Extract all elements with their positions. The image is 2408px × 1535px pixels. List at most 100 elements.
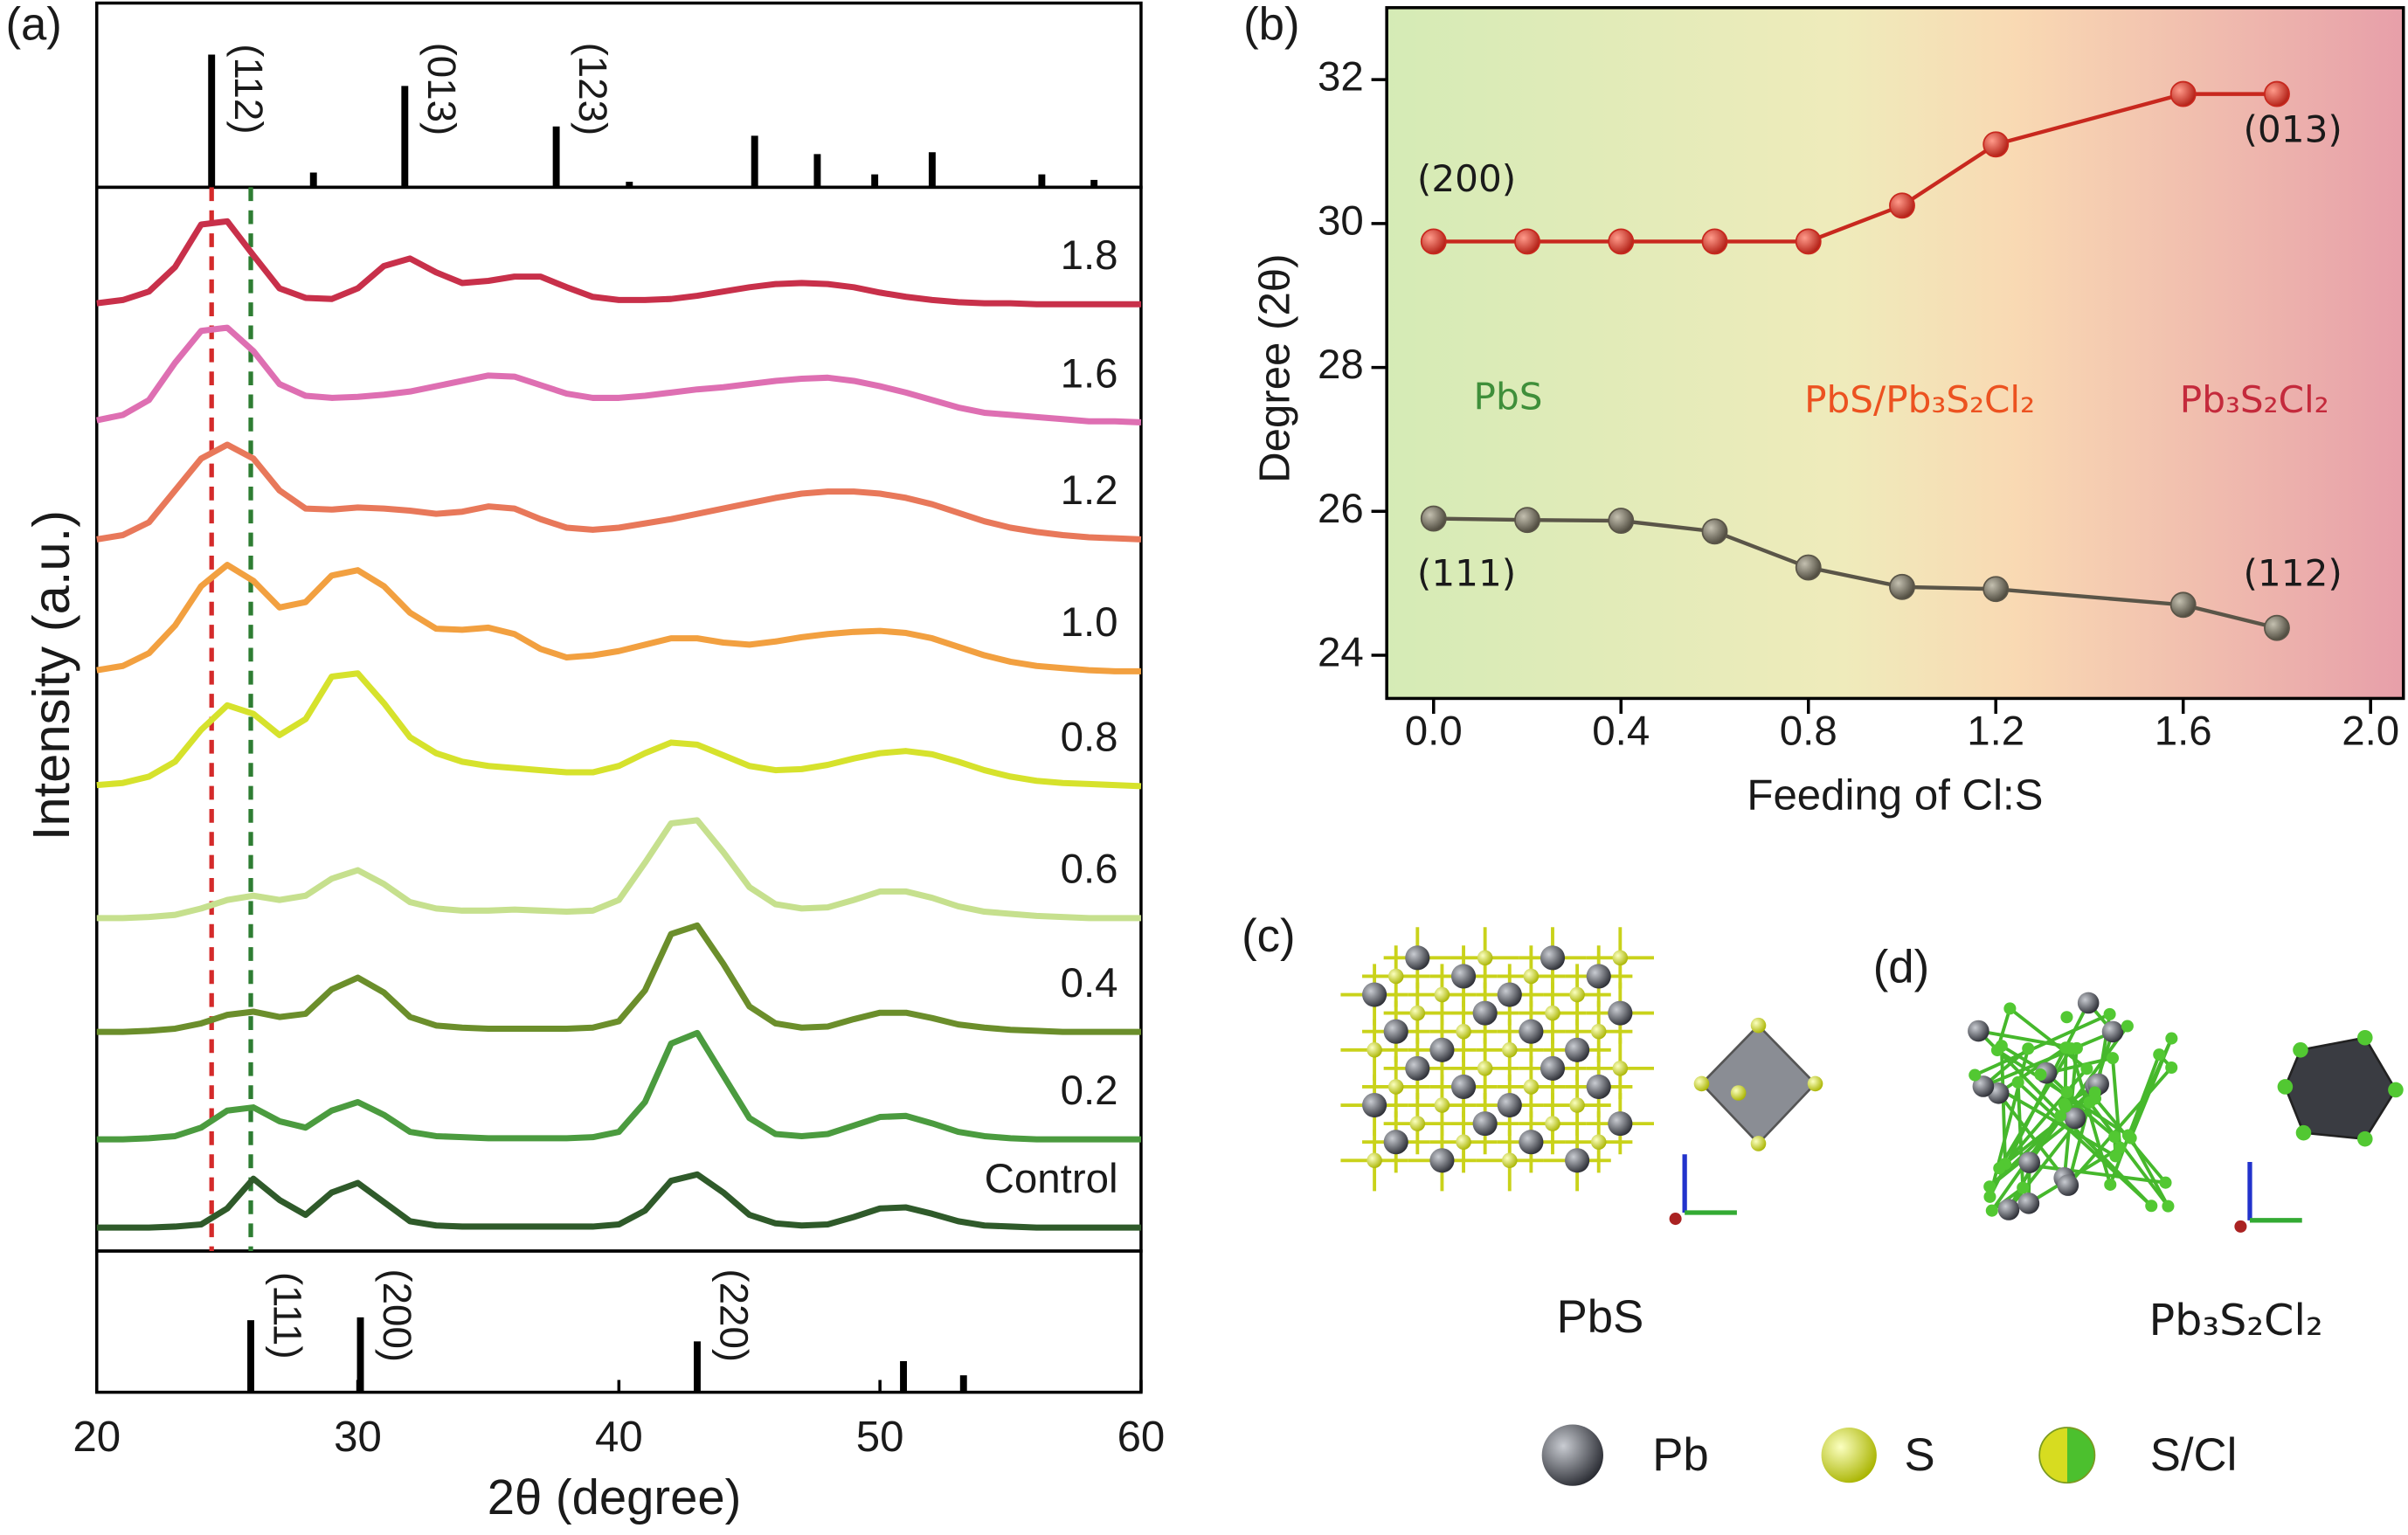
polyhedron	[1699, 1023, 1817, 1145]
peak-label: (112)	[226, 44, 271, 134]
atom	[2077, 992, 2100, 1014]
atom	[1477, 950, 1493, 966]
annotation: Pb₃S₂Cl₂	[2180, 378, 2329, 421]
atom	[2165, 1061, 2178, 1075]
atom	[1565, 1037, 1590, 1062]
atom	[1429, 1037, 1455, 1062]
x-tick-label: 2.0	[2342, 708, 2399, 754]
x-tick-label: 0.4	[1592, 708, 1650, 754]
atom	[1456, 1134, 1471, 1150]
data-point	[1420, 505, 1447, 532]
series-label: 1.0	[1061, 599, 1118, 646]
atom	[2153, 1048, 2166, 1061]
atom	[1497, 1092, 1522, 1118]
atom	[1450, 964, 1477, 989]
panel-label: (d)	[1873, 941, 1929, 992]
annotation: (200)	[1417, 157, 1516, 200]
x-tick-label: 40	[595, 1413, 643, 1461]
data-point	[2264, 80, 2290, 107]
atom	[1519, 1130, 1544, 1155]
bond	[2028, 1025, 2129, 1164]
legend-label: S/Cl	[2150, 1429, 2238, 1481]
x-axis-label: 2θ (degree)	[488, 1469, 742, 1525]
atom	[2018, 1151, 2041, 1173]
atom	[1434, 986, 1450, 1003]
x-tick-label: 50	[856, 1413, 904, 1461]
data-point	[1889, 573, 1915, 600]
atom	[2058, 1097, 2071, 1111]
plot-frame	[1385, 6, 2405, 701]
atom	[2054, 1110, 2067, 1123]
atom	[1545, 1005, 1560, 1021]
crystal-structures	[1340, 927, 2404, 1233]
peak-label: (220)	[712, 1269, 757, 1362]
atom	[1612, 950, 1629, 966]
atom	[2104, 1178, 2117, 1191]
atom	[1995, 1040, 2008, 1053]
atom	[1586, 964, 1611, 989]
data-point	[1514, 228, 1540, 255]
atom	[1968, 1020, 1989, 1042]
structure-caption: Pb₃S₂Cl₂	[2149, 1295, 2322, 1345]
annotation: (112)	[2243, 551, 2342, 594]
atom	[1409, 1005, 1426, 1021]
atom	[1993, 1162, 2006, 1175]
annotation: (111)	[1417, 551, 1516, 594]
data-point	[1608, 508, 1635, 534]
y-axis-label: Intensity (a.u.)	[22, 510, 80, 840]
atom	[2060, 1086, 2073, 1099]
y-tick-label: 28	[1318, 342, 1364, 388]
atom	[1519, 1019, 1544, 1044]
atom	[2057, 1174, 2079, 1196]
legend-swatch	[1541, 1424, 1603, 1486]
atom	[2121, 1020, 2134, 1033]
atom	[1383, 1130, 1408, 1155]
atom	[1669, 1213, 1682, 1226]
annotation: PbS	[1474, 375, 1543, 418]
atom	[1586, 1074, 1611, 1100]
data-point	[2169, 591, 2197, 619]
y-tick-label: 26	[1318, 486, 1364, 532]
atom	[2017, 1193, 2040, 1214]
atom	[2064, 1107, 2086, 1130]
atom	[1565, 1148, 1590, 1173]
series-label: 0.2	[1061, 1068, 1118, 1114]
atom	[1569, 986, 1585, 1003]
atom	[2108, 1131, 2121, 1144]
atom	[1367, 1042, 1382, 1058]
atom	[2114, 1141, 2127, 1154]
data-point	[1608, 228, 1635, 255]
atom	[2356, 1131, 2373, 1147]
xrd-curve	[96, 562, 1141, 674]
xrd-curve	[96, 670, 1142, 790]
atom	[2101, 1020, 2124, 1043]
atom	[1367, 1152, 1382, 1169]
panel-label: (a)	[5, 0, 61, 51]
atom	[2234, 1220, 2247, 1233]
series-label: 1.6	[1061, 350, 1118, 397]
atom	[2356, 1029, 2373, 1046]
atom	[2103, 1007, 2116, 1020]
atom	[1545, 1116, 1560, 1131]
annotation: (013)	[2243, 108, 2342, 151]
atom	[2162, 1200, 2175, 1213]
xrd-curve	[96, 1029, 1141, 1143]
atom	[1750, 1017, 1767, 1034]
x-axis-label: Feeding of Cl:S	[1747, 771, 2043, 819]
annotation: PbS/Pb₃S₂Cl₂	[1804, 378, 2035, 421]
atom	[1608, 1000, 1633, 1026]
panel-label: (c)	[1242, 910, 1295, 962]
atom	[1590, 1134, 1607, 1150]
atom	[1497, 982, 1522, 1007]
data-point	[1795, 228, 1822, 255]
bond	[2031, 1164, 2166, 1185]
legend-label: Pb	[1652, 1429, 1708, 1481]
atom	[2003, 1002, 2017, 1015]
atom	[1477, 1061, 1493, 1076]
atom	[1362, 982, 1387, 1007]
y-tick-label: 24	[1318, 630, 1364, 676]
data-point	[1701, 518, 1728, 545]
atom	[1972, 1075, 1995, 1097]
atom	[1540, 945, 1566, 971]
data-point	[1982, 576, 2010, 603]
